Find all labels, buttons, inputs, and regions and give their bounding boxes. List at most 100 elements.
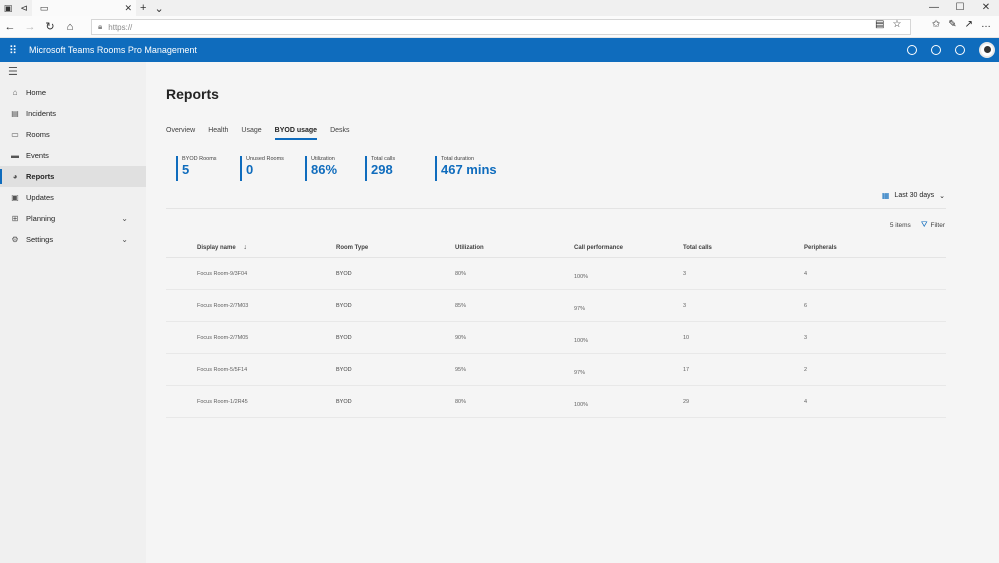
- column-header-total-calls[interactable]: Total calls: [683, 244, 712, 251]
- tab-favicon-icon: ▭: [39, 2, 49, 13]
- favorites-icon[interactable]: ✩: [931, 19, 941, 30]
- cell-peripherals: 2: [804, 366, 808, 373]
- main-content: Reports Overview Health Usage BYOD usage…: [146, 62, 999, 563]
- column-header-utilization[interactable]: Utilization: [455, 244, 484, 251]
- sidebar-item-rooms[interactable]: ▭ Rooms: [0, 124, 146, 145]
- tab-actions-icon[interactable]: ▣: [3, 2, 13, 13]
- cell-display-name: Focus Room-5/5F14: [197, 366, 248, 373]
- cell-peripherals: 4: [804, 270, 808, 277]
- chevron-down-icon[interactable]: ⌄: [121, 214, 128, 223]
- hamburger-menu-icon[interactable]: ☰: [8, 66, 18, 78]
- sidebar-item-label: Settings: [26, 235, 54, 244]
- column-header-call-performance[interactable]: Call performance: [574, 244, 624, 251]
- favorite-star-icon[interactable]: ☆: [892, 19, 902, 30]
- filter-button[interactable]: ⛛ Filter: [921, 220, 945, 230]
- tab-byod-usage[interactable]: BYOD usage: [274, 127, 318, 140]
- tab-health[interactable]: Health: [208, 127, 229, 134]
- table-row[interactable]: Focus Room-5/5F14 BYOD 95% 97% 17 2: [166, 354, 946, 386]
- tab-desks[interactable]: Desks: [330, 127, 350, 134]
- chevron-down-icon: ⌄: [939, 192, 945, 200]
- app-header: ⠿ Microsoft Teams Rooms Pro Management: [0, 38, 999, 62]
- filter-icon: ⛛: [920, 220, 928, 229]
- tab-usage[interactable]: Usage: [241, 127, 262, 134]
- refresh-icon[interactable]: ↻: [45, 21, 55, 33]
- sidebar-item-home[interactable]: ⌂ Home: [0, 82, 146, 103]
- address-bar[interactable]: 🔒︎ https://: [91, 19, 911, 35]
- cell-call-performance: 100%: [574, 401, 589, 408]
- app-launcher-icon[interactable]: ⠿: [8, 44, 18, 57]
- browser-nav-bar: ← → ↻ ⌂ 🔒︎ https:// ▤ ☆ ✩ ✎ ↗ …: [0, 16, 999, 38]
- updates-icon: ▣: [11, 193, 19, 202]
- help-icon[interactable]: [955, 45, 965, 55]
- filter-label: Filter: [930, 221, 945, 229]
- column-header-peripherals[interactable]: Peripherals: [804, 244, 837, 251]
- planning-icon: ⊞: [11, 214, 19, 223]
- browser-tab-bar: ▣ ⊲ ▭ ✕ + ⌄ — ☐ ✕: [0, 0, 999, 16]
- kpi-unused-rooms: Unused Rooms 0: [240, 156, 295, 181]
- table-row[interactable]: Focus Room-2/7M03 BYOD 85% 97% 3 6: [166, 290, 946, 322]
- sort-descending-icon[interactable]: ↓: [243, 244, 247, 251]
- sidebar-item-planning[interactable]: ⊞ Planning ⌄: [0, 208, 146, 229]
- date-range-picker[interactable]: ▦ Last 30 days ⌄: [882, 191, 945, 200]
- table-row[interactable]: Focus Room-1/2R45 BYOD 80% 100% 29 4: [166, 386, 946, 418]
- sidebar-item-label: Updates: [26, 193, 54, 202]
- cell-total-calls: 3: [683, 302, 687, 309]
- notifications-icon[interactable]: [907, 45, 917, 55]
- reports-icon: ◕: [12, 172, 18, 181]
- back-icon[interactable]: ←: [4, 20, 16, 33]
- column-header-label: Display name: [197, 245, 236, 251]
- chevron-down-icon[interactable]: ⌄: [121, 235, 128, 244]
- column-header-room-type[interactable]: Room Type: [336, 244, 369, 251]
- more-icon[interactable]: …: [981, 19, 991, 30]
- sidebar-item-incidents[interactable]: ▤ Incidents: [0, 103, 146, 124]
- share-icon[interactable]: ↗: [964, 19, 973, 30]
- kpi-label: Utilization: [311, 156, 335, 162]
- sidebar-item-updates[interactable]: ▣ Updates: [0, 187, 146, 208]
- home-browser-icon[interactable]: ⌂: [66, 20, 74, 33]
- minimize-icon[interactable]: —: [929, 2, 939, 13]
- kpi-utilization: Utilization 86%: [305, 156, 355, 181]
- incidents-icon: ▤: [11, 109, 19, 118]
- tab-close-icon[interactable]: ✕: [124, 2, 132, 13]
- events-icon: ▬: [11, 151, 19, 160]
- window-close-icon[interactable]: ✕: [981, 2, 991, 13]
- pen-icon[interactable]: ✎: [948, 19, 957, 30]
- reading-view-icon[interactable]: ▤: [875, 19, 885, 30]
- kpi-value: 298: [371, 162, 393, 177]
- cell-utilization: 95%: [455, 366, 467, 373]
- cell-call-performance: 100%: [574, 337, 589, 344]
- tab-overview[interactable]: Overview: [166, 127, 196, 134]
- table-header: Display name ↓ Room Type Utilization Cal…: [166, 238, 946, 258]
- kpi-label: Unused Rooms: [246, 156, 284, 162]
- items-count: 5 items: [889, 221, 911, 229]
- avatar[interactable]: [979, 42, 995, 58]
- forward-icon[interactable]: →: [24, 20, 36, 33]
- sidebar-item-events[interactable]: ▬ Events: [0, 145, 146, 166]
- cell-total-calls: 3: [683, 270, 687, 277]
- app-title: Microsoft Teams Rooms Pro Management: [29, 45, 197, 55]
- table-toolbar: 5 items ⛛ Filter: [890, 220, 945, 230]
- cell-utilization: 85%: [455, 302, 467, 309]
- kpi-label: Total calls: [371, 156, 396, 162]
- table-row[interactable]: Focus Room-2/7M05 BYOD 90% 100% 10 3: [166, 322, 946, 354]
- settings-icon: ⚙: [11, 235, 19, 244]
- cell-room-type: BYOD: [336, 302, 352, 309]
- kpi-value: 5: [182, 162, 190, 177]
- sidebar-item-settings[interactable]: ⚙ Settings ⌄: [0, 229, 146, 250]
- cell-room-type: BYOD: [336, 270, 352, 277]
- kpi-strip: BYOD Rooms 5 Unused Rooms 0 Utilization …: [176, 156, 535, 181]
- sidebar-item-label: Incidents: [26, 109, 57, 118]
- maximize-icon[interactable]: ☐: [955, 2, 965, 13]
- column-header-display-name[interactable]: Display name ↓: [166, 244, 336, 251]
- tab-back-icon[interactable]: ⊲: [20, 2, 28, 13]
- table-row[interactable]: Focus Room-9/3F04 BYOD 80% 100% 3 4: [166, 258, 946, 290]
- settings-header-icon[interactable]: [931, 45, 941, 55]
- sidebar-item-reports[interactable]: ◕ Reports: [0, 166, 146, 187]
- browser-tab[interactable]: ▭ ✕: [32, 0, 136, 16]
- cell-display-name: Focus Room-1/2R45: [197, 398, 248, 405]
- kpi-total-duration: Total duration 467 mins: [435, 156, 525, 181]
- new-tab-icon[interactable]: +: [140, 2, 147, 14]
- cell-room-type: BYOD: [336, 366, 352, 373]
- divider: [166, 208, 946, 209]
- tab-list-icon[interactable]: ⌄: [154, 2, 164, 15]
